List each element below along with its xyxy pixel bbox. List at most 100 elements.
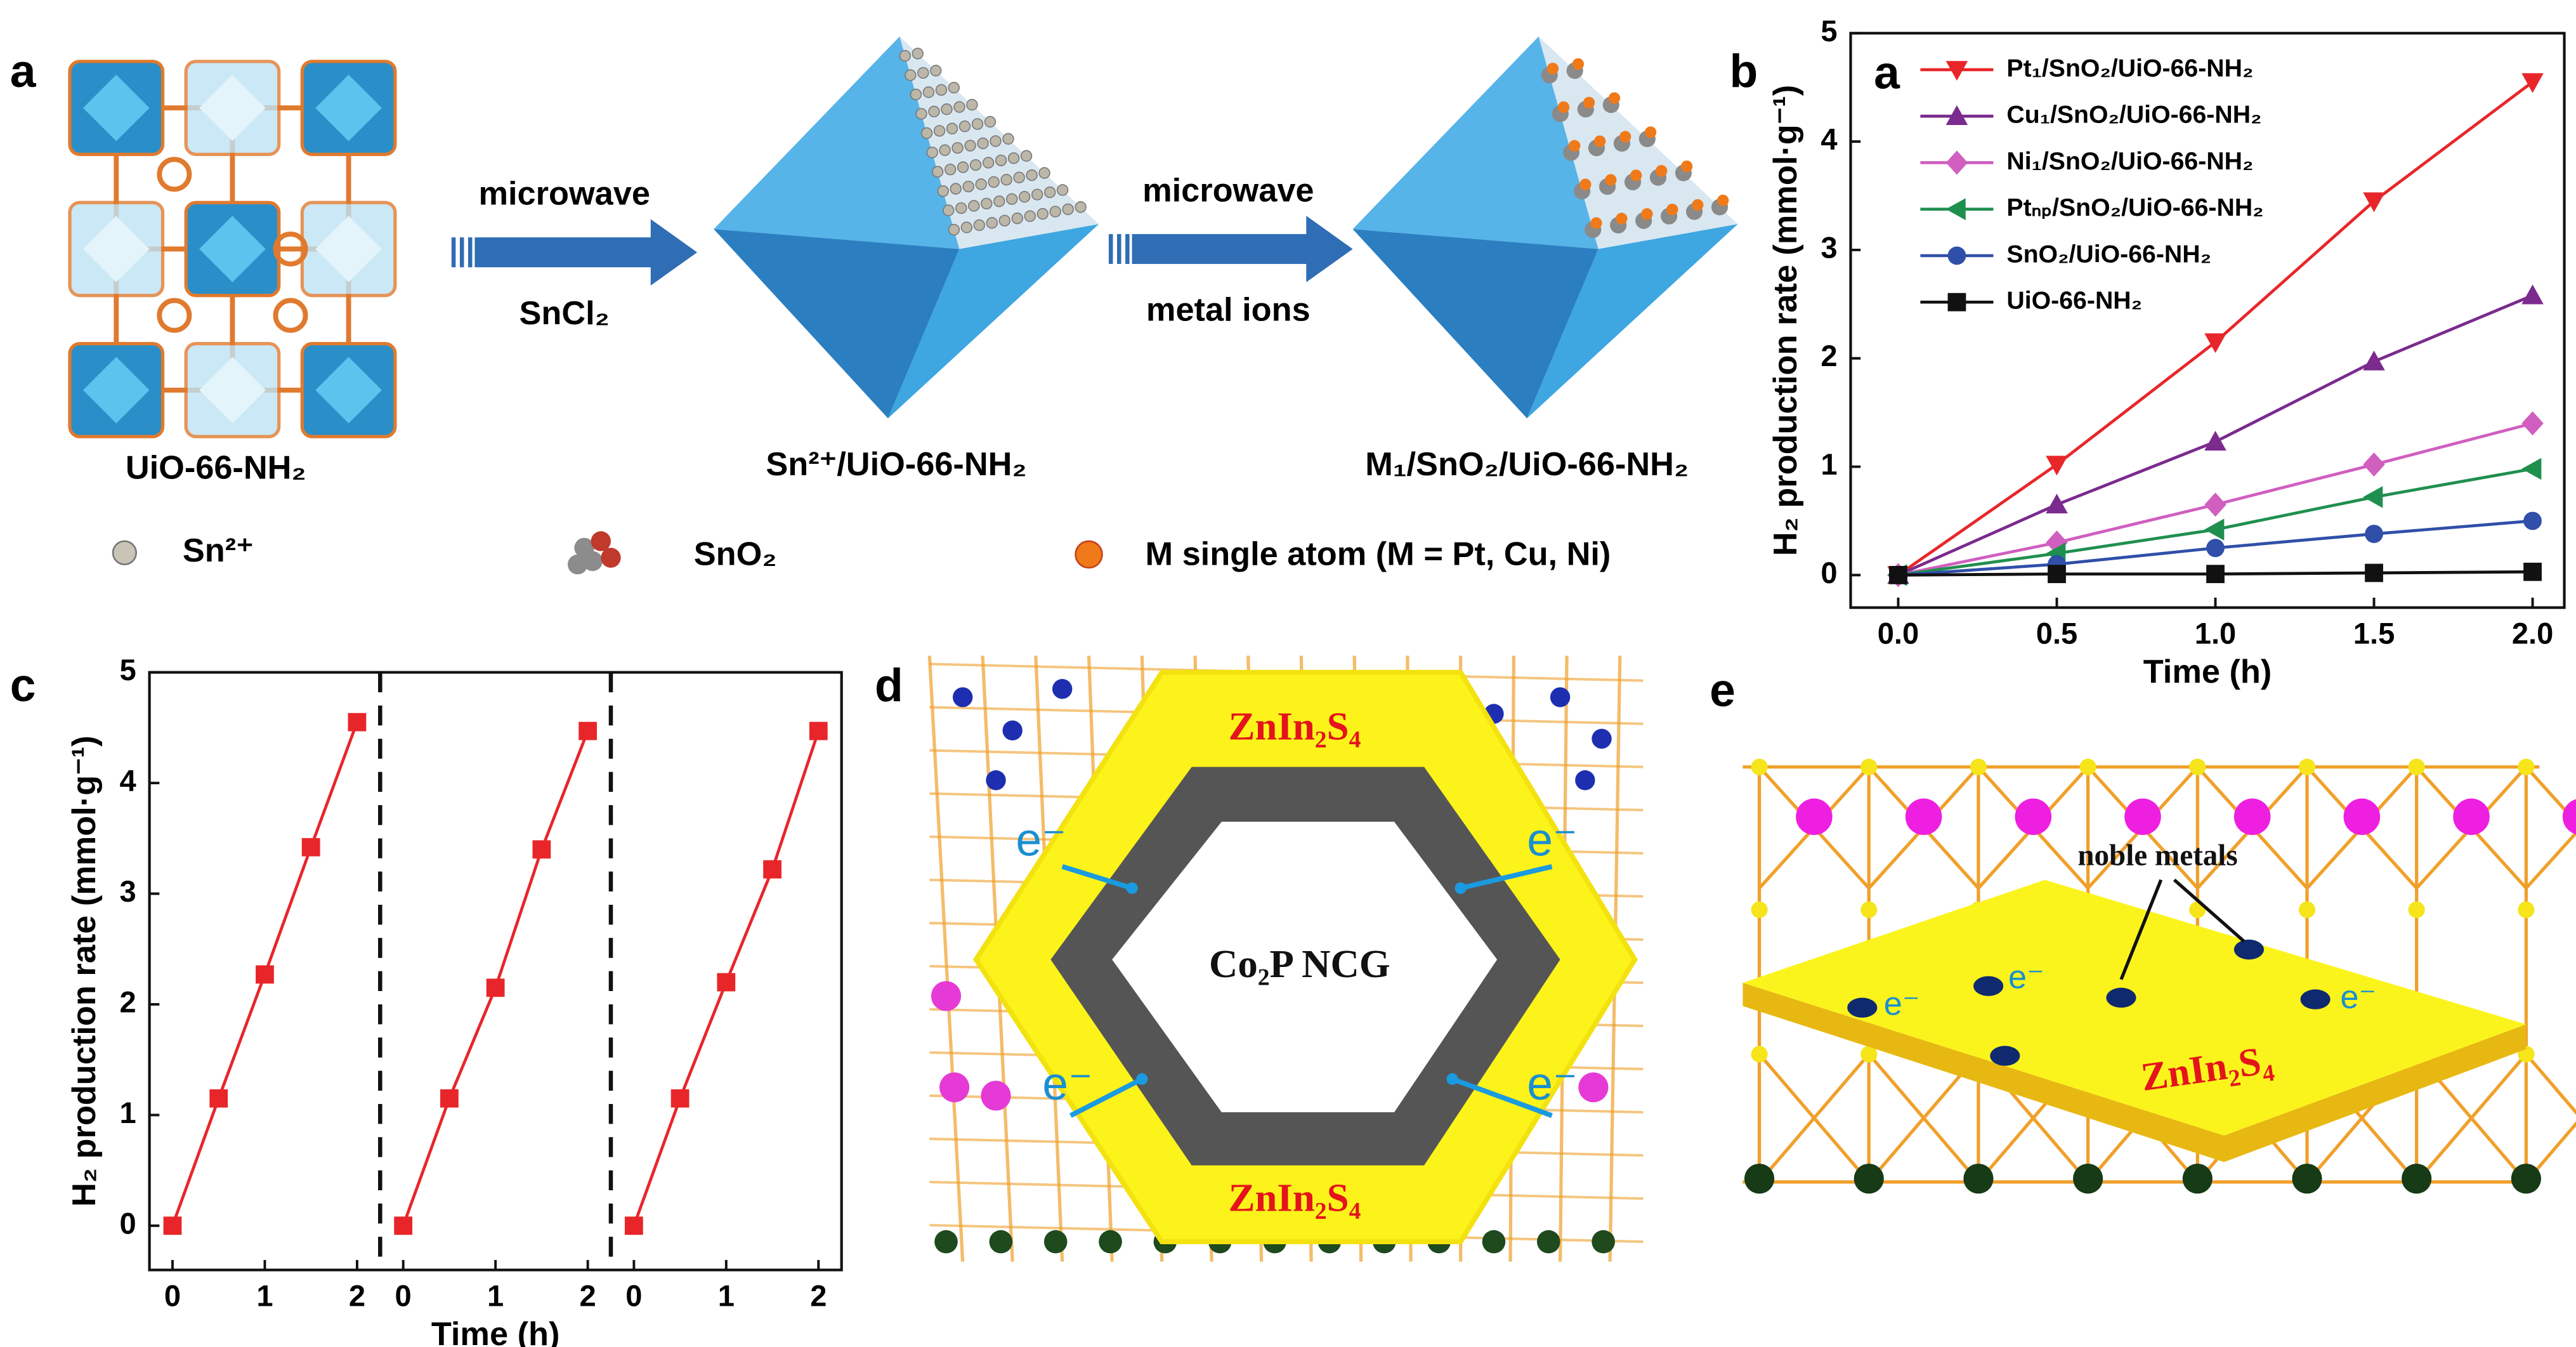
sn-dot (937, 185, 949, 197)
lattice (2525, 766, 2576, 825)
single-atom (1644, 126, 1657, 138)
sn-dot (969, 159, 982, 171)
legend-label: SnO₂/UiO-66-NH₂ (2006, 240, 2211, 268)
atom (939, 1072, 970, 1103)
single-atom (1546, 62, 1559, 75)
single-atom (1681, 160, 1693, 173)
sn-dot (1013, 171, 1025, 183)
ring (157, 157, 192, 192)
marker (2363, 452, 2385, 477)
cluster-face (199, 357, 266, 424)
marker (2204, 518, 2225, 541)
step-label: microwave (1142, 172, 1314, 209)
atom (2408, 901, 2425, 918)
y-tick-label: 2 (119, 985, 136, 1018)
sn-dot (1049, 206, 1061, 218)
atom (1536, 1230, 1560, 1254)
sn-dot (975, 178, 987, 190)
ring (157, 298, 192, 333)
noble-metal-label: noble metals (2077, 839, 2237, 872)
sn-dot (905, 69, 917, 81)
electron-label: e⁻ (2340, 979, 2376, 1016)
series-line (1898, 467, 2533, 577)
atom (2124, 798, 2161, 836)
arrow-tip (1446, 1073, 1458, 1085)
sn-symbol (112, 540, 137, 565)
sn-dot (1024, 210, 1036, 222)
electron-label: e⁻ (1527, 1058, 1577, 1110)
step-label: microwave (479, 176, 650, 213)
x-tick-label: 2.0 (2512, 617, 2553, 650)
ring (273, 298, 308, 333)
single-atom (1557, 101, 1570, 114)
sn-dot (1026, 169, 1038, 181)
marker (2365, 525, 2383, 543)
face (1352, 229, 1599, 419)
sn-dot (993, 195, 1005, 207)
sn-dot (1020, 150, 1033, 162)
single-atom (1656, 165, 1668, 177)
single-atom (1717, 194, 1729, 207)
y-axis-label: H₂ production rate (mmol·g⁻¹) (1767, 85, 1804, 556)
sn-dot (1043, 186, 1056, 199)
sno2-symbol (582, 551, 603, 572)
arrow-tail (1117, 233, 1121, 265)
sn-dot (1006, 193, 1018, 205)
sn-dot (941, 103, 953, 115)
sn-dot (920, 127, 933, 139)
electron-label: e⁻ (1527, 814, 1577, 866)
legend-label: M single atom (M = Pt, Cu, Ni) (1145, 536, 1611, 572)
atom (1099, 1230, 1122, 1254)
sn-dot (971, 118, 984, 130)
marker (2523, 511, 2542, 530)
single-atom (1590, 217, 1602, 229)
single-atom (1619, 131, 1631, 143)
marker (809, 721, 828, 740)
atom (2511, 1164, 2541, 1194)
atom (2298, 901, 2316, 918)
sn-dot (1075, 201, 1087, 213)
atom (2343, 798, 2381, 836)
marker (2046, 494, 2068, 514)
noble-metal (2106, 987, 2136, 1008)
marker (2204, 333, 2226, 353)
panel-label: a (10, 45, 37, 97)
electron-label: e⁻ (1016, 814, 1066, 866)
sn-dot (939, 144, 951, 156)
sno2-symbol (567, 554, 588, 575)
y-tick-label: 3 (1821, 230, 1837, 264)
cluster-face (82, 74, 150, 141)
sn-dot (932, 166, 944, 178)
single-atom (1579, 178, 1592, 190)
x-tick-label: 2 (580, 1279, 596, 1313)
y-tick-label: 0 (119, 1206, 136, 1240)
marker (163, 1216, 182, 1235)
sn-dot (955, 202, 967, 214)
step-label: metal ions (1146, 292, 1311, 329)
atom (1751, 901, 1768, 918)
plot-frame (1849, 32, 2566, 609)
atom (1575, 770, 1595, 791)
sn-dot (982, 157, 995, 169)
sn-dot (962, 180, 974, 193)
atom (1796, 798, 1833, 836)
single-atom (1608, 92, 1621, 104)
lattice (2525, 1121, 2576, 1183)
arrow-tip (1126, 882, 1138, 894)
sn-dot (964, 140, 976, 152)
pointer (2173, 878, 2246, 943)
sn-dot (951, 141, 964, 154)
sn-dot (1007, 152, 1020, 164)
legend-label: SnO₂ (694, 536, 777, 572)
sn-dot (930, 65, 942, 77)
y-tick-label: 3 (119, 874, 136, 908)
atom (1550, 687, 1571, 707)
marker (209, 1089, 228, 1108)
atom (2015, 798, 2052, 836)
sn-dot (928, 105, 940, 117)
arrow-tail (1108, 233, 1113, 265)
marker (2365, 563, 2383, 582)
legend-marker (1945, 198, 1966, 220)
sn-dot (917, 67, 929, 79)
